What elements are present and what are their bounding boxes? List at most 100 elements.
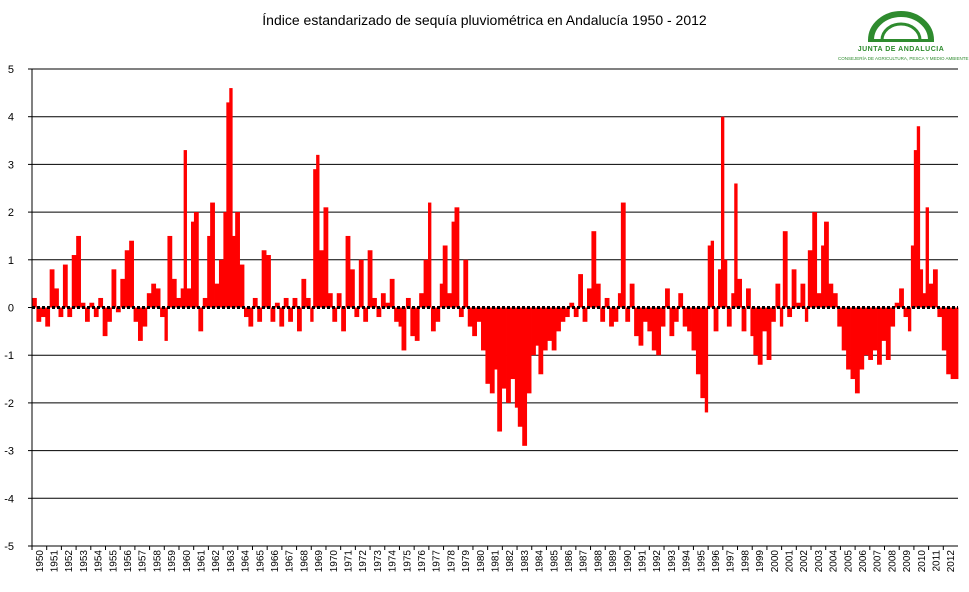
drought-index-bar — [782, 231, 788, 308]
drought-index-bar — [354, 307, 360, 318]
drought-index-bar — [32, 297, 37, 308]
drought-index-bar — [578, 274, 583, 308]
x-tick-label: 2007 — [873, 550, 884, 573]
drought-index-bar — [522, 307, 528, 446]
drought-index-bar — [651, 307, 657, 351]
x-tick-label: 1991 — [637, 550, 648, 573]
x-tick-label: 1972 — [358, 550, 369, 573]
x-tick-label: 1978 — [446, 550, 457, 573]
drought-index-bar — [691, 307, 697, 351]
drought-index-bar — [358, 259, 364, 308]
drought-index-bar — [816, 293, 822, 308]
drought-index-bar — [741, 307, 747, 332]
drought-index-bar — [180, 288, 185, 308]
x-tick-label: 1982 — [505, 550, 516, 573]
x-tick-label: 1969 — [314, 550, 325, 573]
drought-index-bar — [538, 307, 544, 375]
x-tick-label: 1970 — [329, 550, 340, 573]
drought-index-bar — [164, 307, 168, 341]
y-tick-label: -3 — [4, 446, 14, 458]
drought-index-bar — [695, 307, 701, 375]
drought-index-bar — [800, 283, 806, 308]
drought-index-bar — [261, 250, 267, 308]
drought-index-bar — [824, 221, 829, 308]
drought-index-bar — [629, 283, 635, 308]
x-tick-label: 1967 — [285, 550, 296, 573]
x-tick-label: 1966 — [270, 550, 281, 573]
drought-index-bar — [737, 278, 742, 308]
drought-index-bar — [913, 150, 918, 308]
drought-index-bar — [341, 307, 346, 332]
drought-index-bar — [111, 269, 117, 308]
drought-index-bar — [750, 307, 754, 337]
drought-index-bar — [796, 302, 801, 308]
bar-series — [32, 88, 959, 446]
drought-index-bar — [107, 307, 112, 322]
drought-index-bar — [40, 307, 46, 318]
drought-index-bar — [881, 307, 887, 341]
drought-index-bar — [49, 269, 55, 308]
drought-index-bar — [142, 307, 148, 327]
x-tick-label: 1954 — [94, 550, 105, 573]
y-tick-label: -4 — [4, 493, 14, 505]
drought-index-bar — [863, 307, 869, 356]
drought-index-bar — [129, 240, 134, 308]
drought-index-bar — [410, 307, 416, 337]
logo-org-name: JUNTA DE ANDALUCIA — [857, 46, 945, 53]
drought-index-bar — [620, 202, 626, 308]
drought-index-bar — [93, 307, 99, 318]
drought-index-bar — [115, 307, 121, 313]
drought-index-bar — [932, 269, 938, 308]
drought-index-bar — [248, 307, 254, 327]
x-tick-label: 1983 — [520, 550, 531, 573]
drought-index-bar — [476, 307, 482, 322]
drought-index-bar — [850, 307, 856, 380]
drought-index-bar — [345, 235, 351, 308]
drought-index-bar — [899, 288, 904, 308]
y-tick-label: -1 — [4, 350, 14, 362]
drought-index-bar — [595, 283, 601, 308]
drought-index-bar — [916, 126, 921, 308]
drought-index-bar — [214, 283, 220, 308]
drought-index-bar — [494, 307, 498, 370]
drought-index-bar — [394, 307, 399, 322]
drought-index-bar — [336, 293, 342, 308]
drought-index-bar — [872, 307, 878, 351]
drought-index-bar — [380, 293, 386, 308]
drought-index-bar — [485, 307, 491, 384]
drought-index-bar — [226, 102, 230, 308]
drought-index-bar — [137, 307, 143, 341]
drought-index-bar — [279, 307, 285, 327]
drought-index-bar — [124, 250, 130, 308]
x-tick-label: 1975 — [402, 550, 413, 573]
drought-index-bar — [283, 297, 289, 308]
x-tick-label: 2005 — [843, 550, 854, 573]
drought-index-bar — [757, 307, 763, 365]
drought-index-bar — [753, 307, 759, 356]
drought-index-bar — [489, 307, 495, 394]
drought-index-bar — [656, 307, 662, 356]
drought-index-bar — [665, 288, 670, 308]
x-tick-label: 1971 — [344, 550, 355, 573]
drought-index-bar — [327, 293, 333, 308]
drought-index-bar — [270, 307, 276, 322]
drought-index-bar — [841, 307, 847, 351]
drought-index-bar — [218, 259, 224, 308]
drought-index-bar — [946, 307, 952, 375]
drought-index-bar — [609, 307, 614, 327]
drought-index-bar — [239, 264, 245, 308]
drought-index-bar — [526, 307, 532, 394]
drought-index-bar — [146, 293, 152, 308]
drought-index-bar — [613, 307, 619, 322]
drought-index-bar — [430, 307, 436, 332]
drought-index-bar — [707, 245, 712, 308]
drought-index-bar — [235, 212, 240, 308]
x-tick-label: 2001 — [784, 550, 795, 573]
x-tick-label: 2004 — [829, 550, 840, 573]
x-tick-label: 1974 — [388, 550, 399, 573]
drought-index-bar — [301, 278, 307, 308]
drought-index-bar — [160, 307, 165, 318]
drought-index-bar — [560, 307, 566, 322]
x-tick-label: 2008 — [887, 550, 898, 573]
drought-index-bar — [928, 283, 934, 308]
